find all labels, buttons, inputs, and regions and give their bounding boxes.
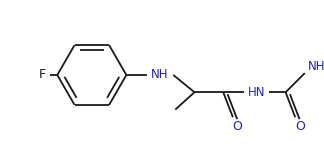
Text: O: O [233,120,243,133]
Text: HN: HN [248,86,266,99]
Text: O: O [295,120,305,133]
Text: F: F [38,69,45,81]
Text: NH: NH [307,60,324,73]
Text: NH: NH [151,69,169,81]
